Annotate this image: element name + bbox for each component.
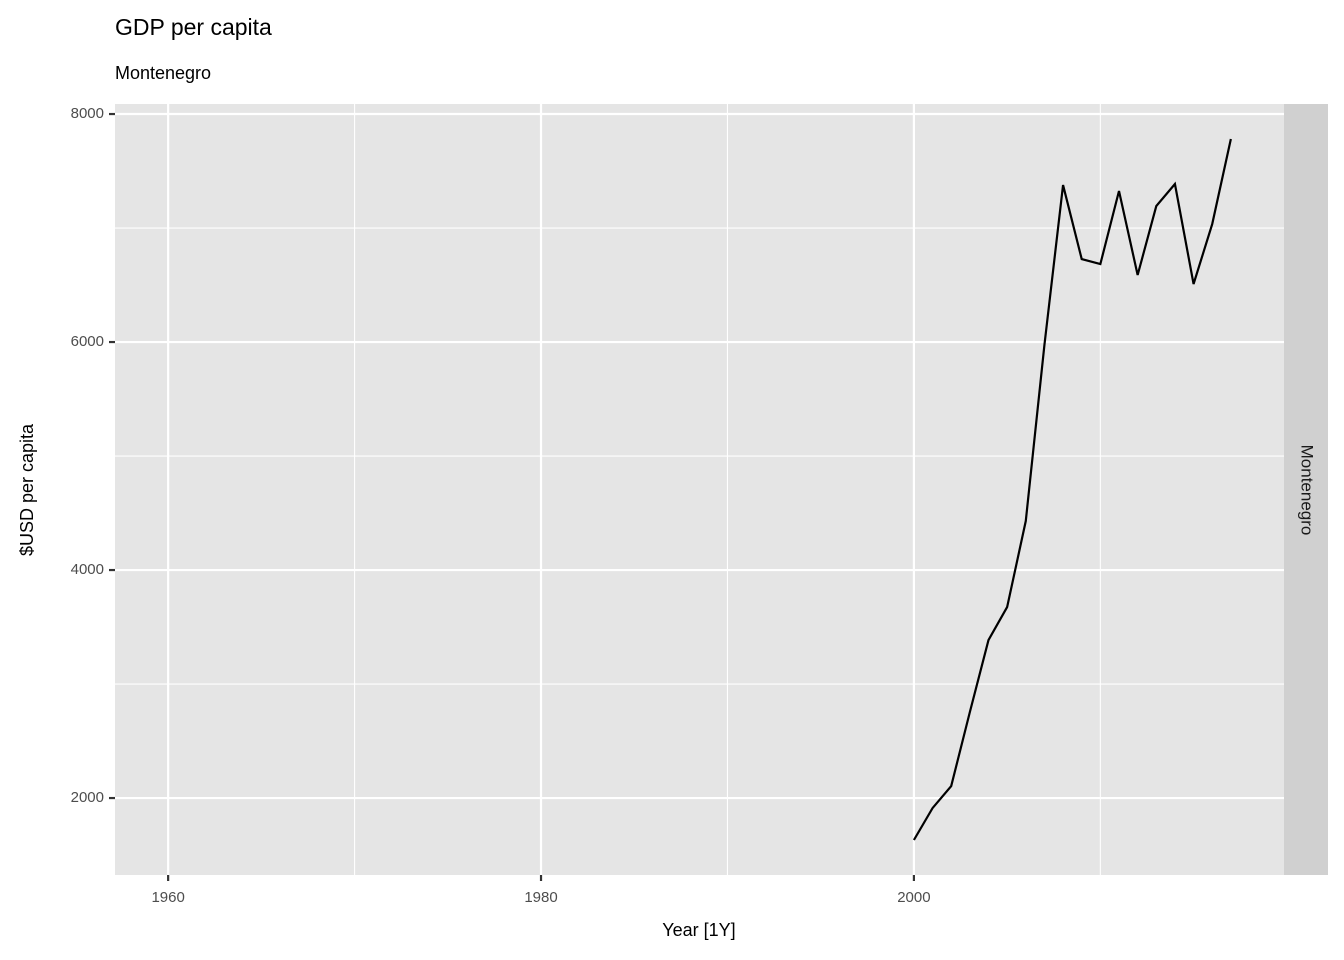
x-tick-label: 2000 (897, 889, 930, 906)
y-axis-title: $USD per capita (17, 423, 37, 556)
x-axis-title: Year [1Y] (662, 920, 735, 940)
facet-label: Montenegro (1298, 445, 1317, 536)
facet-strip (1284, 104, 1328, 875)
x-tick-label: 1980 (524, 889, 557, 906)
chart-title: GDP per capita (115, 14, 272, 40)
chart-subtitle: Montenegro (115, 63, 211, 83)
data-line (912, 138, 1232, 841)
y-tick-label: 8000 (71, 105, 104, 122)
y-tick-label: 4000 (71, 561, 104, 578)
x-tick-label: 1960 (151, 889, 184, 906)
y-tick-label: 6000 (71, 333, 104, 350)
plot-panel (115, 104, 1284, 875)
y-tick-label: 2000 (71, 789, 104, 806)
